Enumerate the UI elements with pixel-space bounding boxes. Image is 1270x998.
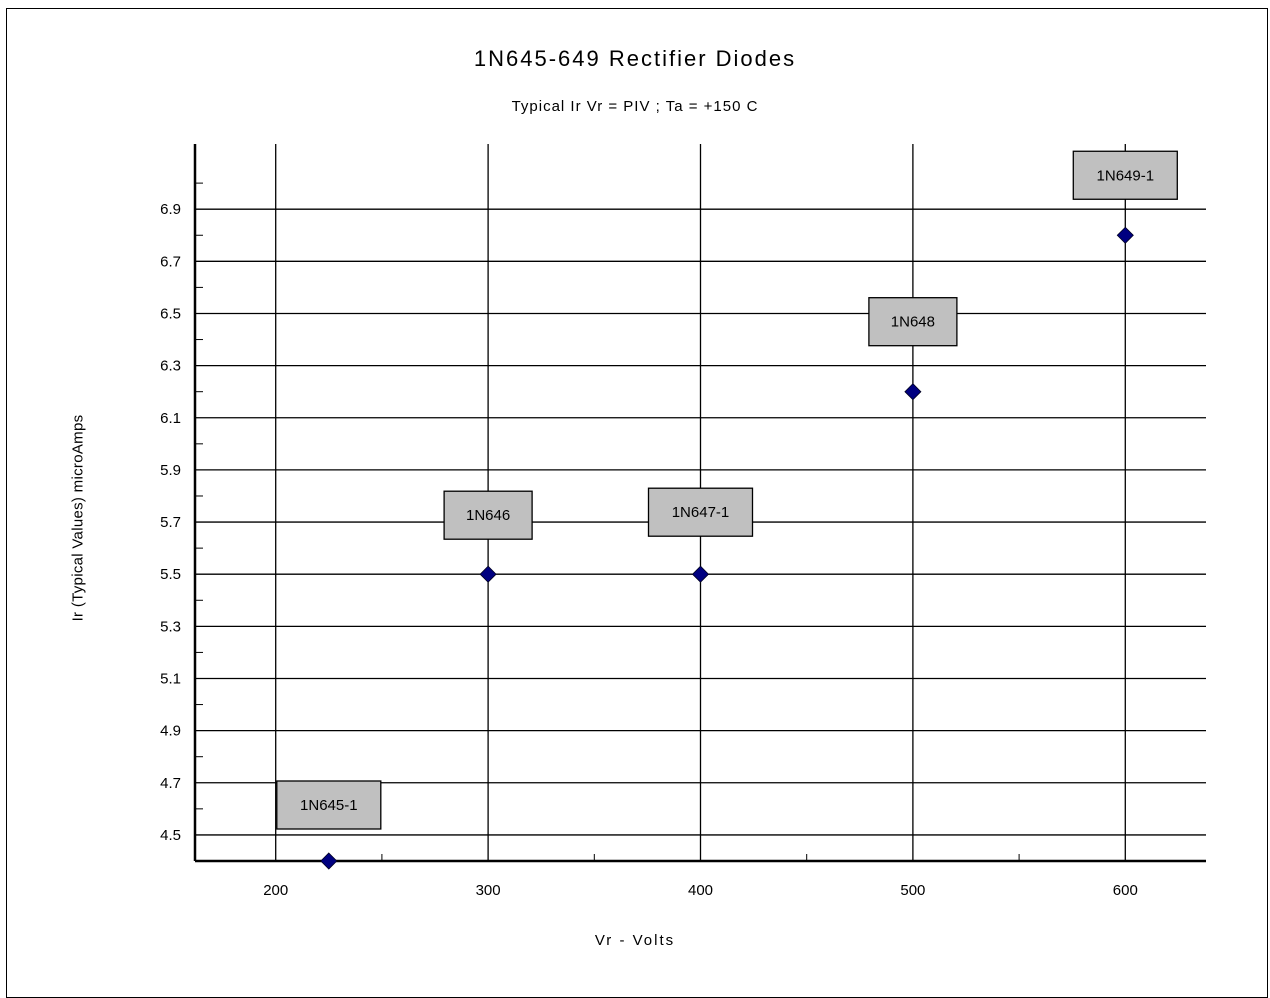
- x-tick-label: 200: [263, 882, 288, 899]
- point-label-box: [647, 487, 754, 537]
- point-label-box: [276, 780, 382, 830]
- x-tick-label: 300: [476, 882, 501, 899]
- data-point: [479, 565, 497, 583]
- y-tick-label: 6.3: [160, 358, 181, 375]
- point-label-box: [1072, 150, 1178, 200]
- y-tick-label: 5.9: [160, 462, 181, 479]
- point-label-box: [443, 490, 533, 540]
- x-tick-label: 500: [900, 882, 925, 899]
- y-tick-label: 4.7: [160, 775, 181, 792]
- y-tick-label: 6.9: [160, 201, 181, 218]
- data-point: [1116, 226, 1134, 244]
- data-point: [320, 852, 338, 870]
- y-tick-label: 4.5: [160, 827, 181, 844]
- point-label: 1N646: [466, 507, 510, 524]
- y-tick-label: 5.7: [160, 514, 181, 531]
- point-label: 1N648: [891, 314, 935, 331]
- y-tick-label: 6.1: [160, 410, 181, 427]
- y-tick-label: 6.5: [160, 305, 181, 322]
- data-point: [904, 383, 922, 401]
- chart-subtitle: Typical Ir Vr = PIV ; Ta = +150 C: [511, 98, 759, 115]
- point-label: 1N649-1: [1097, 167, 1155, 184]
- point-label: 1N647-1: [672, 504, 730, 521]
- x-tick-label: 400: [688, 882, 713, 899]
- chart-title: 1N645-649 Rectifier Diodes: [473, 46, 797, 71]
- data-point: [691, 565, 710, 583]
- y-tick-label: 6.7: [160, 253, 181, 270]
- y-tick-label: 5.3: [160, 618, 181, 635]
- point-label-box: [868, 297, 958, 347]
- x-tick-label: 600: [1113, 882, 1138, 899]
- y-tick-label: 5.1: [160, 670, 181, 687]
- x-axis-label: Vr - Volts: [594, 932, 676, 949]
- point-label: 1N645-1: [300, 797, 358, 814]
- y-tick-label: 4.9: [160, 723, 181, 740]
- y-tick-label: 5.5: [160, 566, 181, 583]
